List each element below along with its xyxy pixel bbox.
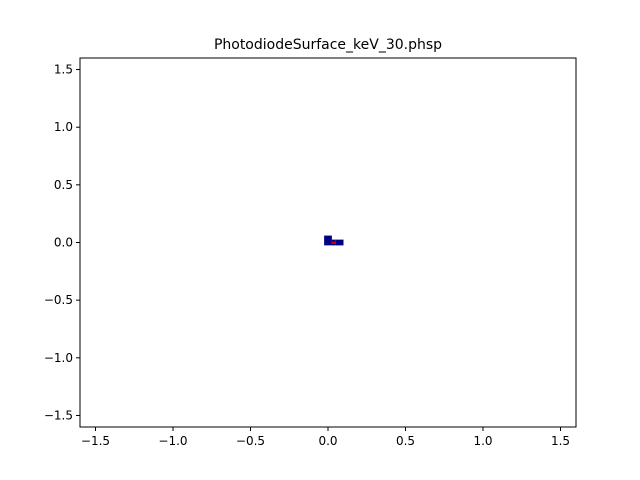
heatmap-cell-3 xyxy=(331,241,336,244)
y-tick-label: −1.5 xyxy=(44,408,73,422)
x-tick-label: 1.0 xyxy=(473,434,492,448)
y-tick-label: 1.5 xyxy=(54,63,73,77)
heatmap-cells xyxy=(324,235,344,246)
y-tick-label: 0.5 xyxy=(54,178,73,192)
x-tick-label: 0.5 xyxy=(396,434,415,448)
x-tick-label: 1.5 xyxy=(551,434,570,448)
x-tick-label: −1.5 xyxy=(81,434,110,448)
heatmap-cell-4 xyxy=(335,239,344,246)
plot-frame xyxy=(79,57,577,428)
chart-title: PhotodiodeSurface_keV_30.phsp xyxy=(214,37,442,53)
y-tick-label: −0.5 xyxy=(44,293,73,307)
y-axis-ticks: −1.5 −1.0 −0.5 0.0 0.5 1.0 1.5 xyxy=(44,63,80,422)
x-tick-label: 0.0 xyxy=(318,434,337,448)
x-tick-label: −1.0 xyxy=(158,434,187,448)
x-axis-ticks: −1.5 −1.0 −0.5 0.0 0.5 1.0 1.5 xyxy=(81,427,570,448)
heatmap-cell-0 xyxy=(324,235,332,243)
y-tick-label: 0.0 xyxy=(54,236,73,250)
y-tick-label: −1.0 xyxy=(44,351,73,365)
y-tick-label: 1.0 xyxy=(54,120,73,134)
heatmap-cell-1 xyxy=(324,242,332,246)
x-tick-label: −0.5 xyxy=(236,434,265,448)
